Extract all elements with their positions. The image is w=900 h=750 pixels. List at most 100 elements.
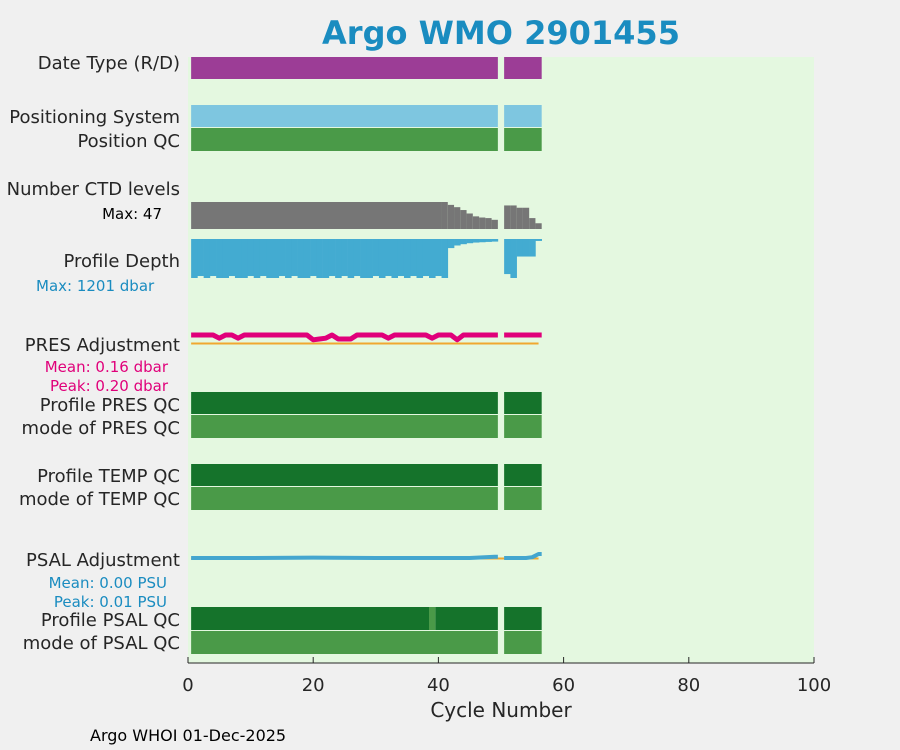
profile-psal-qc-flag	[429, 607, 436, 630]
profile-depth-bar-3	[203, 239, 211, 278]
profile-depth-bar-44	[460, 239, 467, 245]
label-mode-temp-qc: mode of TEMP QC	[19, 489, 180, 510]
profile-psal-qc-bar-3	[504, 607, 542, 630]
profile-depth-bar-46	[472, 239, 480, 243]
profile-depth-bar-53	[522, 239, 530, 257]
profile-depth-bar-49	[491, 239, 499, 242]
ctd-levels-bar-3	[447, 204, 455, 229]
profile-depth-bar-40	[435, 239, 442, 277]
ctd-levels-bar-5	[460, 210, 467, 229]
profile-temp-qc-bar-1	[191, 464, 498, 486]
profile-depth-bar-41	[441, 239, 449, 278]
footer-credit: Argo WHOI 01-Dec-2025	[90, 726, 286, 745]
label-positioning-system: Positioning System	[9, 107, 180, 128]
ctd-levels-bar-9	[485, 218, 492, 229]
label-pres-adjustment: PRES Adjustment	[25, 335, 180, 356]
profile-pres-qc-bar-2	[504, 392, 542, 414]
profile-depth-bar-5	[216, 239, 223, 278]
profile-psal-qc-bar-2	[435, 607, 498, 630]
profile-depth-bar-15	[278, 239, 286, 277]
mode-pres-qc-bar-2	[504, 415, 542, 438]
profile-depth-bar-33	[391, 239, 399, 278]
x-axis-label: Cycle Number	[430, 698, 572, 722]
profile-depth-bar-19	[303, 239, 311, 278]
label-ctd-max: Max: 47	[102, 205, 162, 223]
profile-depth-bar-13	[266, 239, 273, 278]
x-tick-label-80: 80	[677, 675, 700, 696]
chart-marks	[191, 57, 542, 654]
profile-depth-bar-55	[535, 239, 542, 241]
profile-depth-bar-35	[403, 239, 411, 278]
profile-depth-bar-21	[316, 239, 323, 278]
profile-depth-bar-22	[322, 239, 330, 278]
profile-depth-bar-43	[454, 239, 461, 246]
x-tick-label-100: 100	[797, 675, 831, 696]
profile-depth-bar-37	[416, 239, 424, 278]
mode-temp-qc-bar-2	[504, 487, 542, 510]
profile-depth-bar-32	[385, 239, 392, 277]
pres-adjustment-line-1	[191, 332, 498, 343]
profile-depth-bar-24	[335, 239, 342, 278]
date-type-bar-2	[504, 57, 542, 79]
profile-psal-qc-bar-1	[191, 607, 430, 630]
label-profile-temp-qc: Profile TEMP QC	[37, 466, 180, 487]
label-depth-max: Max: 1201 dbar	[36, 277, 155, 295]
ctd-levels-bar-6	[466, 213, 473, 229]
psal-adjustment-line-2	[504, 552, 542, 560]
profile-depth-bar-6	[222, 239, 229, 278]
label-mode-psal-qc: mode of PSAL QC	[23, 633, 180, 654]
mode-pres-qc-bar-1	[191, 415, 498, 438]
label-psal-peak: Peak: 0.01 PSU	[54, 593, 167, 611]
profile-depth-bar-8	[234, 239, 242, 278]
profile-depth-bar-31	[378, 239, 386, 278]
label-profile-depth: Profile Depth	[63, 251, 180, 272]
profile-depth-bar-47	[479, 239, 486, 243]
profile-depth-bar-27	[353, 239, 361, 277]
positioning-system-bar-2	[504, 105, 542, 127]
profile-depth-bar-25	[341, 239, 348, 277]
mode-psal-qc-bar-1	[191, 631, 498, 654]
ctd-levels-bar-12	[510, 205, 517, 229]
mode-psal-qc-bar-2	[504, 631, 542, 654]
psal-adjustment-line-1	[191, 554, 498, 560]
x-axis: 0 20 40 60 80 100	[182, 657, 831, 696]
x-tick-label-0: 0	[182, 675, 193, 696]
row-labels: Date Type (R/D) Positioning System Posit…	[7, 53, 180, 654]
profile-depth-bar-36	[410, 239, 417, 277]
profile-depth-bar-10	[247, 239, 255, 277]
ctd-levels-bar-11	[504, 205, 511, 229]
label-date-type: Date Type (R/D)	[38, 53, 180, 74]
profile-depth-bar-23	[328, 239, 336, 277]
ctd-levels-bar-7	[472, 216, 480, 229]
ctd-levels-bar-1	[191, 202, 442, 229]
profile-depth-bar-28	[360, 239, 367, 278]
profile-pres-qc-bar-1	[191, 392, 498, 414]
profile-depth-bar-51	[510, 239, 517, 278]
label-pres-mean: Mean: 0.16 dbar	[45, 358, 169, 376]
profile-depth-bar-18	[297, 239, 305, 278]
profile-depth-bar-1	[191, 239, 198, 278]
positioning-system-bar-1	[191, 105, 498, 127]
profile-depth-bar-4	[209, 239, 217, 277]
position-qc-bar-2	[504, 128, 542, 151]
label-pres-peak: Peak: 0.20 dbar	[50, 377, 169, 395]
profile-depth-bar-48	[485, 239, 492, 242]
label-psal-mean: Mean: 0.00 PSU	[49, 574, 167, 592]
plot-area	[188, 57, 814, 663]
profile-depth-bar-20	[310, 239, 317, 277]
profile-depth-bar-26	[347, 239, 355, 278]
ctd-levels-bar-15	[529, 218, 536, 229]
date-type-bar-1	[191, 57, 498, 79]
label-mode-pres-qc: mode of PRES QC	[22, 418, 180, 439]
profile-depth-bar-52	[516, 239, 524, 257]
position-qc-bar-1	[191, 128, 498, 151]
x-tick-label-60: 60	[552, 675, 575, 696]
profile-depth-bar-2	[197, 239, 204, 277]
profile-depth-bar-42	[447, 239, 455, 249]
profile-depth-bar-7	[228, 239, 236, 277]
profile-depth-bar-16	[285, 239, 292, 278]
ctd-levels-bar-4	[454, 207, 461, 229]
ctd-levels-bar-16	[535, 223, 542, 229]
profile-depth-bar-45	[466, 239, 474, 244]
